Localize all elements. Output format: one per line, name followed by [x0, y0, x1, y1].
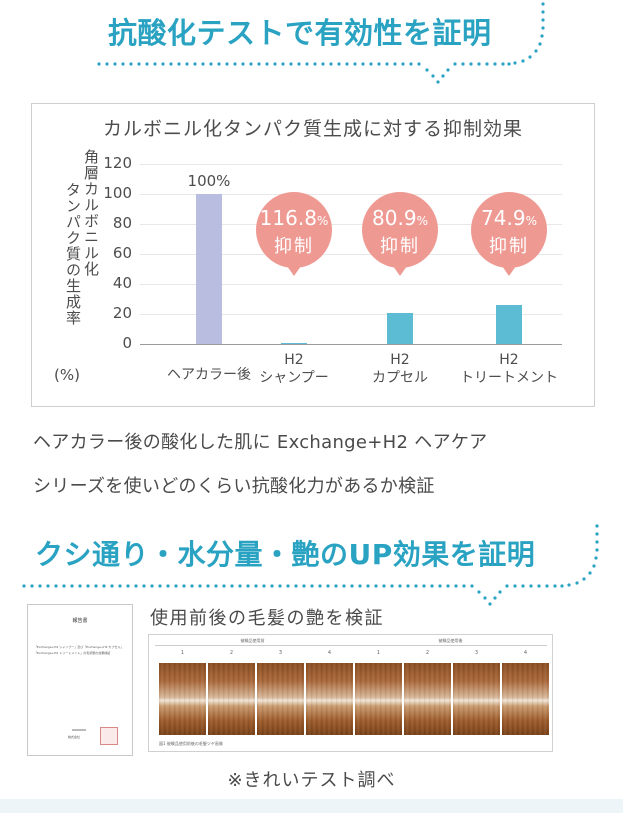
photo-number-label: 2 — [229, 650, 234, 656]
hair-sample-photo — [404, 663, 451, 735]
x-tick-label-line: ヘアカラー後 — [167, 367, 251, 383]
x-tick-label-line: H2 — [499, 352, 519, 368]
gridline — [140, 314, 562, 315]
y-tick-label: 0 — [122, 334, 132, 352]
photo-number-label: 4 — [327, 650, 332, 656]
hair-sample-photo — [159, 663, 206, 735]
y-tick-label: 120 — [103, 154, 132, 172]
seal-stamp-icon — [100, 727, 118, 745]
hair-sample-photo — [502, 663, 549, 735]
dotted-divider-1 — [97, 2, 545, 84]
y-tick-label: 40 — [112, 274, 132, 292]
section-heading-antioxidant: 抗酸化テストで有効性を証明 — [108, 16, 492, 50]
reduction-bubble: 74.9% 抑制 — [471, 192, 547, 276]
report-document-thumbnail: 報告書 「Exchange+H2 シャンプー」及び「Exchange+H2 カプ… — [27, 604, 133, 756]
photo-number-label: 3 — [278, 650, 283, 656]
hair-sample-photo — [306, 663, 353, 735]
bar — [196, 194, 222, 344]
bar — [281, 342, 307, 344]
hair-shine-photo-panel: 被験品使用前 被験品使用後 1 2 3 4 1 2 3 4 図1 被験品使用前後の毛髪ツヤ画像 — [148, 634, 553, 752]
y-axis-unit: (%) — [54, 366, 80, 384]
gridline — [140, 284, 562, 285]
reduction-unit: % — [525, 214, 537, 228]
x-tick-label: ヘアカラー後 — [149, 366, 269, 384]
reduction-number: 74.9 — [481, 206, 526, 230]
photo-header-after: 被験品使用後 — [438, 638, 463, 643]
photo-number-label: 4 — [523, 650, 528, 656]
report-title: 報告書 — [72, 618, 88, 624]
bottom-strip — [0, 799, 623, 813]
photo-header-before: 被験品使用前 — [240, 638, 265, 643]
y-tick-label: 80 — [112, 214, 132, 232]
reduction-unit: % — [316, 214, 329, 228]
x-tick-label-line: H2 — [284, 352, 304, 368]
report-line-2: 「Exchange+H2 トリートメント」の毛髪艶の効果検証 — [34, 651, 111, 655]
gridline — [140, 164, 562, 165]
report-line-1: 「Exchange+H2 シャンプー」及び「Exchange+H2 カプセル」 — [34, 645, 124, 649]
reduction-text: 抑制 — [489, 236, 529, 257]
bar-value-label: 100% — [187, 172, 231, 190]
reduction-bubble: 80.9% 抑制 — [362, 192, 438, 276]
gridline — [140, 194, 562, 195]
reduction-text: 抑制 — [274, 236, 314, 257]
chart-panel: カルボニル化タンパク質生成に対する抑制効果 角層カルボニル化 タンパク質の生成率… — [31, 103, 595, 407]
y-axis-label-line2: タンパク質の生成率 — [64, 182, 82, 326]
reduction-unit: % — [416, 214, 428, 228]
x-tick-label: H2 トリートメント — [449, 351, 569, 387]
x-tick-label-line: カプセル — [372, 370, 428, 386]
x-tick-label: H2 シャンプー — [234, 351, 354, 387]
x-tick-label-line: トリートメント — [460, 370, 558, 386]
reduction-text: 抑制 — [380, 236, 420, 257]
x-tick-label: H2 カプセル — [340, 351, 460, 387]
reduction-bubble: 116.8% 抑制 — [256, 192, 332, 276]
photo-number-label: 1 — [180, 650, 185, 656]
photo-section-title: 使用前後の毛髪の艶を検証 — [150, 608, 384, 629]
photo-number-label: 3 — [474, 650, 479, 656]
dotted-divider-2 — [22, 524, 599, 606]
bar — [496, 305, 522, 344]
y-tick-label: 60 — [112, 244, 132, 262]
section-heading-effect: クシ通り・水分量・艶のUP効果を証明 — [35, 538, 536, 571]
source-caption: ※きれいテスト調べ — [227, 770, 396, 791]
gridline — [140, 254, 562, 255]
hair-sample-photo — [355, 663, 402, 735]
hair-sample-photo — [257, 663, 304, 735]
x-tick-label-line: シャンプー — [259, 370, 329, 386]
gridline — [140, 224, 562, 225]
photo-footer-caption: 図1 被験品使用前後の毛髪ツヤ画像 — [159, 741, 223, 746]
description-line-1: ヘアカラー後の酸化した肌に Exchange+H2 ヘアケア — [33, 432, 488, 453]
photo-number-label: 1 — [376, 650, 381, 656]
photo-number-label: 2 — [425, 650, 430, 656]
reduction-number: 80.9 — [372, 206, 417, 230]
x-axis-line — [140, 344, 562, 345]
reduction-number: 116.8 — [259, 206, 317, 230]
reduction-value: 80.9% — [362, 206, 438, 230]
reduction-value: 116.8% — [256, 206, 332, 230]
x-tick-label-line: H2 — [390, 352, 410, 368]
report-org: 株式会社 — [68, 735, 81, 739]
y-tick-label: 100 — [103, 184, 132, 202]
y-tick-label: 20 — [112, 304, 132, 322]
hair-sample-photo — [453, 663, 500, 735]
description-line-2: シリーズを使いどのくらい抗酸化力があるか検証 — [33, 476, 435, 497]
bar — [387, 312, 413, 344]
chart-title: カルボニル化タンパク質生成に対する抑制効果 — [102, 118, 523, 140]
hair-sample-photo — [208, 663, 255, 735]
reduction-value: 74.9% — [471, 206, 547, 230]
y-axis-label-line1: 角層カルボニル化 — [82, 149, 100, 277]
